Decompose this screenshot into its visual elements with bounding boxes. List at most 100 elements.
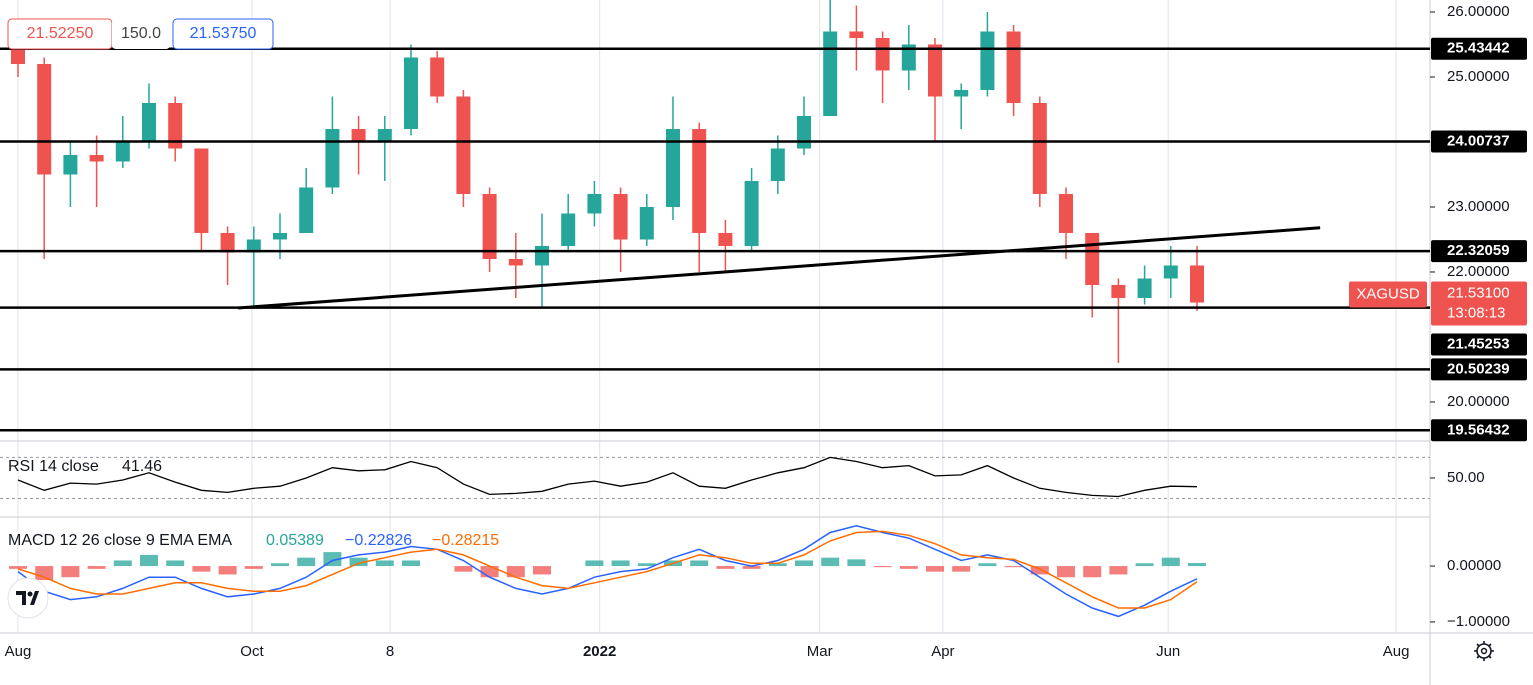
histogram-bar (1083, 566, 1102, 578)
histogram-bar (375, 560, 394, 567)
candle-body (561, 213, 576, 246)
x-tick-label: Apr (931, 643, 954, 660)
level-label: 19.56432 (1447, 421, 1510, 438)
candle-body (1085, 232, 1100, 285)
candle-body (168, 102, 183, 149)
candle-body (115, 141, 130, 162)
histogram-bar (742, 566, 761, 569)
candle-body (1190, 265, 1205, 303)
candle-body (299, 187, 314, 233)
y-tick-label: 26.00000 (1447, 3, 1510, 20)
symbol-label: XAGUSD (1356, 285, 1420, 302)
candle-body (482, 193, 497, 259)
quote-spread[interactable]: 150.0 (121, 25, 161, 42)
histogram-bar (454, 566, 473, 572)
candle-body (1059, 193, 1074, 233)
candle-body (639, 206, 654, 240)
candle-body (613, 193, 628, 240)
histogram-bar (611, 560, 630, 567)
level-label-box (1431, 130, 1527, 153)
macd-hist-value: 0.05389 (266, 532, 324, 549)
histogram-bar (795, 560, 814, 567)
macd-tick-label: 0.00000 (1447, 557, 1501, 574)
x-tick-label: Mar (807, 643, 833, 660)
macd-title: MACD 12 26 close 9 EMA EMA (8, 532, 232, 549)
candle-body (430, 57, 445, 97)
histogram-bar (821, 557, 840, 567)
candle-body (980, 31, 995, 90)
histogram-bar (585, 560, 604, 567)
candle-body (1163, 265, 1178, 279)
quote-box[interactable] (112, 19, 170, 49)
countdown: 13:08:13 (1447, 304, 1505, 321)
overlay: 21.52250 150.0 21.53750 (7, 18, 274, 50)
candle-body (508, 258, 523, 266)
level-label: 24.00737 (1447, 132, 1510, 149)
candle-body (1137, 278, 1152, 298)
x-tick-label: Jun (1156, 643, 1180, 660)
candle-body (744, 180, 759, 246)
candle-body (273, 232, 288, 240)
quote-box[interactable] (172, 18, 274, 50)
candle-body (692, 128, 707, 233)
y-tick-label: 20.00000 (1447, 393, 1510, 410)
candle-body (194, 148, 209, 233)
level-label-box (1431, 419, 1527, 442)
level-label-box (1431, 358, 1527, 381)
rsi-line (17, 456, 1198, 498)
quote-ask[interactable]: 21.53750 (190, 25, 257, 42)
rsi-title: RSI 14 close (8, 458, 99, 475)
candle-body (849, 31, 864, 38)
histogram-bar (139, 554, 158, 567)
candle-body (535, 245, 550, 266)
price-axis: 26.00000 25.00000 23.00000 22.00000 20.00000… (1430, 3, 1527, 630)
level-label: 22.32059 (1447, 242, 1510, 259)
candle-body (1111, 284, 1126, 298)
candle-body (1006, 31, 1021, 103)
candle-body (928, 44, 943, 97)
rsi-value: 41.46 (122, 458, 162, 475)
histogram-bar (847, 559, 866, 567)
histogram-bar (61, 566, 80, 578)
x-tick-label: 2022 (583, 643, 616, 660)
settings-button[interactable] (1474, 641, 1494, 661)
histogram-bar (1135, 563, 1154, 567)
candle-body (823, 31, 838, 116)
x-tick-label: Aug (5, 643, 32, 660)
quote-bid[interactable]: 21.52250 (27, 25, 94, 42)
level-label: 21.45253 (1447, 335, 1510, 352)
last-price-box (1431, 281, 1527, 326)
y-tick-label: 23.00000 (1447, 198, 1510, 215)
histogram-bar (1030, 566, 1049, 575)
signal-line (17, 530, 1198, 609)
candle-body (718, 232, 733, 246)
x-tick-label: Aug (1383, 643, 1410, 660)
candle-body (666, 128, 681, 207)
rsi-tick-label: 50.00 (1447, 469, 1485, 486)
histogram-bar (1109, 566, 1128, 575)
candle-body (587, 193, 602, 214)
candle-body (1032, 102, 1047, 194)
x-tick-label: 8 (386, 643, 394, 660)
histogram-bar (8, 566, 27, 569)
level-label: 25.43442 (1447, 40, 1510, 57)
histogram-bar (1004, 566, 1023, 568)
candle-body (37, 63, 52, 175)
histogram-bar (690, 560, 709, 567)
x-tick-label: Oct (240, 643, 264, 660)
histogram-bar (166, 560, 185, 567)
histogram-bar (192, 566, 211, 572)
histogram-bar (271, 563, 290, 567)
histogram-bar (1161, 557, 1180, 567)
candle-body (456, 96, 471, 194)
histogram-bar (978, 563, 997, 567)
candle-body (797, 115, 812, 149)
histogram-bar (768, 563, 787, 567)
y-tick-label: 25.00000 (1447, 68, 1510, 85)
candle-body (89, 154, 104, 162)
candle-body (875, 37, 890, 71)
histogram-bar (87, 566, 106, 569)
